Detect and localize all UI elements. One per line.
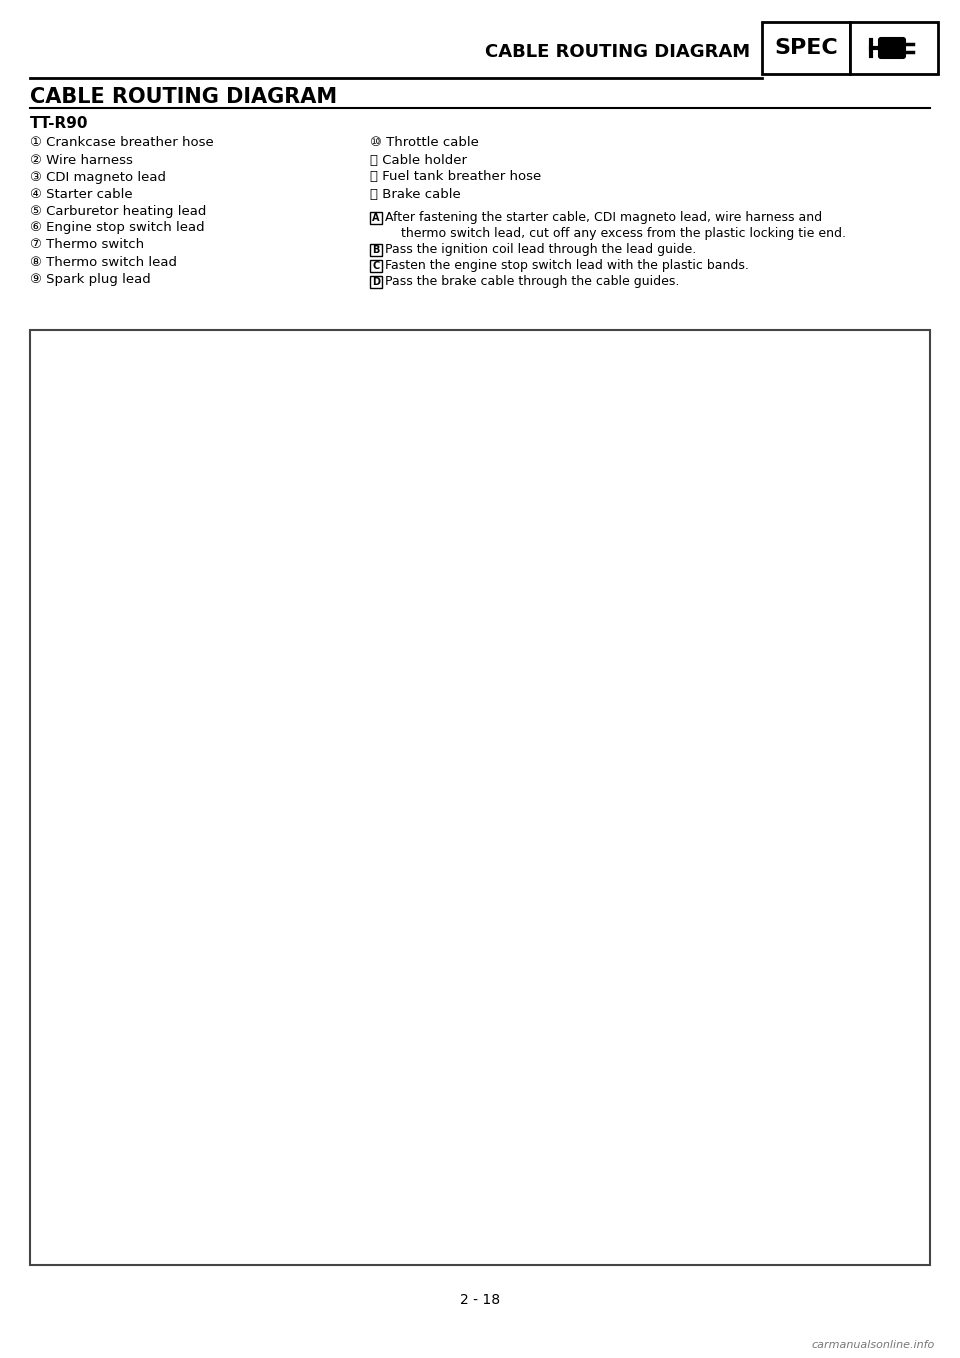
FancyBboxPatch shape (879, 38, 905, 58)
Text: C: C (372, 261, 379, 272)
Text: B: B (372, 244, 380, 255)
Text: ⑨ Spark plug lead: ⑨ Spark plug lead (30, 273, 151, 285)
Text: 2 - 18: 2 - 18 (460, 1293, 500, 1306)
Text: ③ CDI magneto lead: ③ CDI magneto lead (30, 171, 166, 183)
Text: ① Crankcase breather hose: ① Crankcase breather hose (30, 137, 214, 149)
Text: SPEC: SPEC (774, 38, 838, 58)
Bar (370, 259, 382, 272)
Text: Pass the ignition coil lead through the lead guide.: Pass the ignition coil lead through the … (385, 243, 696, 257)
Text: Fasten the engine stop switch lead with the plastic bands.: Fasten the engine stop switch lead with … (385, 259, 749, 273)
Text: A: A (372, 213, 380, 223)
Text: ⑬ Brake cable: ⑬ Brake cable (370, 187, 461, 201)
Text: Pass the brake cable through the cable guides.: Pass the brake cable through the cable g… (385, 276, 680, 288)
Text: thermo switch lead, cut off any excess from the plastic locking tie end.: thermo switch lead, cut off any excess f… (385, 228, 846, 240)
Bar (30, 330, 930, 1266)
Text: ④ Starter cable: ④ Starter cable (30, 187, 132, 201)
Text: ⑫ Fuel tank breather hose: ⑫ Fuel tank breather hose (370, 171, 541, 183)
Text: ⑤ Carburetor heating lead: ⑤ Carburetor heating lead (30, 205, 206, 217)
Text: ⑪ Cable holder: ⑪ Cable holder (370, 153, 467, 167)
Text: ⑦ Thermo switch: ⑦ Thermo switch (30, 239, 144, 251)
Bar (370, 244, 382, 257)
Bar (370, 212, 382, 224)
Text: CABLE ROUTING DIAGRAM: CABLE ROUTING DIAGRAM (485, 43, 750, 61)
Bar (370, 276, 382, 288)
Text: ⑧ Thermo switch lead: ⑧ Thermo switch lead (30, 255, 177, 269)
Bar (762, 22, 850, 73)
Text: ② Wire harness: ② Wire harness (30, 153, 132, 167)
Text: CABLE ROUTING DIAGRAM: CABLE ROUTING DIAGRAM (30, 87, 337, 107)
Bar (850, 22, 938, 73)
Text: After fastening the starter cable, CDI magneto lead, wire harness and: After fastening the starter cable, CDI m… (385, 212, 822, 224)
Text: ⑩ Throttle cable: ⑩ Throttle cable (370, 137, 479, 149)
Text: carmanualsonline.info: carmanualsonline.info (812, 1340, 935, 1350)
Text: TT-R90: TT-R90 (30, 117, 88, 132)
Text: ⑥ Engine stop switch lead: ⑥ Engine stop switch lead (30, 221, 204, 235)
Text: D: D (372, 277, 380, 287)
